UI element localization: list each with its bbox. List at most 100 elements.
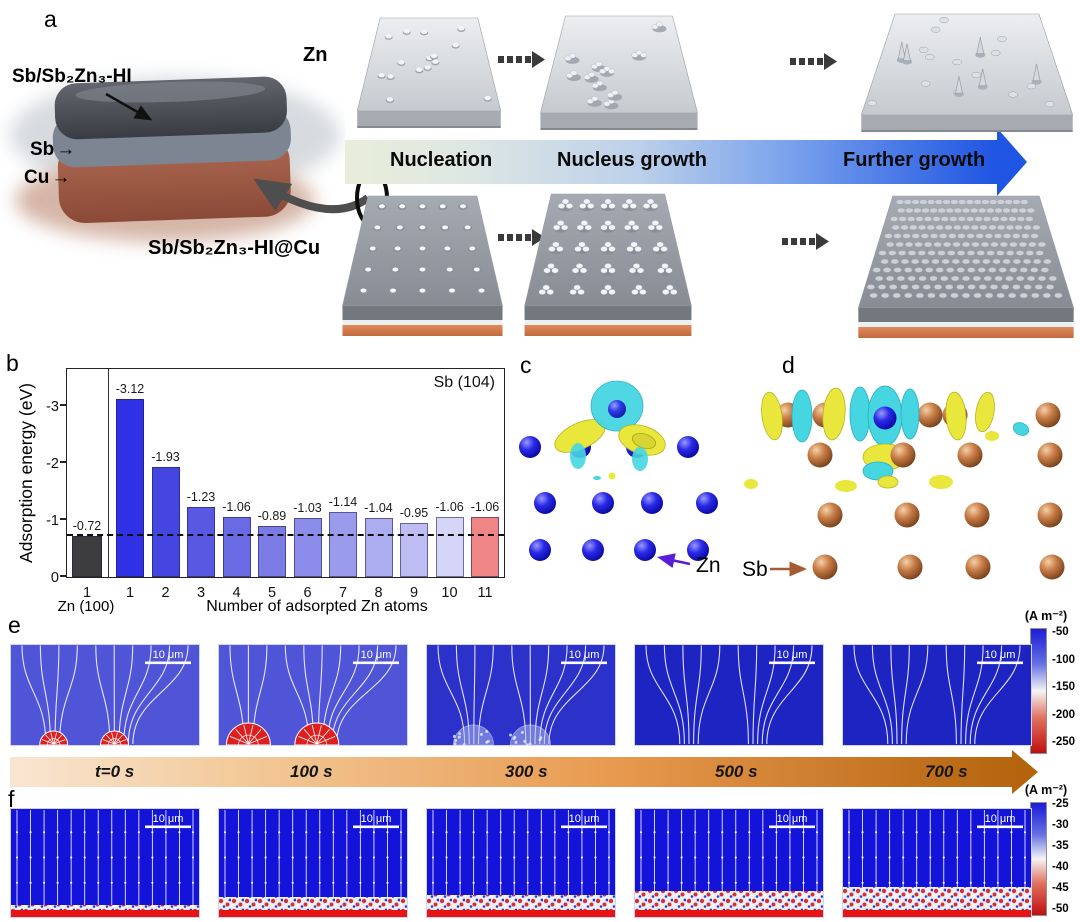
slab-deposits [867, 17, 1055, 108]
x-tick-label: 1 [82, 585, 92, 601]
x-tick-label: 1 [125, 585, 135, 601]
stage-label-further-growth: Further growth [843, 149, 986, 171]
slab-front-gray [342, 306, 503, 320]
streamline [59, 645, 78, 745]
slab-deposits [358, 203, 487, 295]
bar-sb-4 [222, 517, 251, 577]
panel-label-e: e [8, 612, 21, 638]
growth-stage-arrow: Nucleation Nucleus growth Further growth [345, 128, 1027, 196]
slab-top-face [860, 13, 1074, 116]
x-tick-label: 6 [303, 585, 312, 601]
scale-bar: 10 μm [145, 649, 191, 665]
panel-f-sim-5: 10 μm [842, 808, 1032, 918]
charge-isosurface [744, 385, 1030, 492]
slab-front-gray [524, 306, 692, 320]
dissolving-nucleus [452, 724, 495, 746]
slab-top-face [540, 15, 698, 114]
nucleation-bump [39, 730, 69, 746]
streamline [766, 645, 813, 745]
streamline [123, 645, 152, 745]
time-label-100s: 100 s [290, 762, 333, 781]
streamline [761, 645, 795, 745]
nucleation-bump [294, 722, 340, 746]
colorbar-f-title: (A m⁻²) [1024, 783, 1068, 797]
streamline [871, 645, 893, 745]
bar-value-label: -3.12 [115, 382, 145, 396]
dissolving-nucleus [509, 724, 552, 746]
bar-sb-3 [187, 507, 215, 577]
slab-deposits [564, 21, 667, 110]
zn-atom-arrow [657, 553, 691, 568]
streamline [890, 645, 898, 745]
svg-text:10 μm: 10 μm [153, 649, 184, 661]
panel-label-f: f [8, 786, 15, 812]
deposit-layer [219, 897, 407, 910]
y-tick-label: -1 [46, 513, 59, 529]
sb-layer-label: Sb → [30, 139, 75, 161]
streamline [945, 645, 957, 745]
y-tick-label: -3 [46, 399, 59, 415]
x-tick-label: 2 [161, 585, 170, 601]
colorbar-tick-label: -40 [1052, 861, 1069, 873]
time-label-700s: 700 s [925, 762, 968, 781]
slab-front-copper [858, 327, 1074, 338]
zn-atoms-row3 [529, 539, 709, 561]
block-top-sheen [75, 81, 266, 103]
panel-e-sim-4: 10 μm [634, 644, 824, 746]
time-axis-arrowhead [1012, 750, 1038, 794]
x-tick-label: 8 [374, 585, 383, 601]
coating-label: Sb/Sb₂Zn₃-HI [12, 66, 132, 87]
slab-front-face [861, 115, 1073, 130]
chart-plot-area: Sb (104) -0.72 1 -3.12 1 -1.93 2 -1.23 3 -1.06 4 -… [46, 368, 505, 601]
zn-atoms-row1 [519, 436, 699, 458]
cu-slab-further-growth [857, 195, 1075, 338]
panel-e-sim-5: 10 μm [842, 644, 1032, 746]
zn-atom-label: Zn [696, 554, 721, 577]
sb-layer-text: Sb [30, 139, 55, 160]
charge-isosurface [554, 380, 666, 480]
streamline [693, 645, 702, 745]
streamline [21, 645, 47, 745]
panel-f-sim-2: 10 μm [218, 808, 408, 918]
bar-value-label: -1.06 [435, 500, 464, 514]
cu-arrow-glyph: → [51, 167, 71, 188]
zn100-reference-dashed-line [67, 534, 504, 536]
sb-charge-density-model: Sb [742, 385, 1065, 581]
group-separator [108, 369, 109, 577]
x-tick-label: 10 [441, 585, 458, 601]
y-tick-mark [60, 575, 67, 577]
panel-f-sim-3: 10 μm [426, 808, 616, 918]
stage-label-nucleus-growth: Nucleus growth [557, 149, 708, 171]
x-tick-label: 9 [409, 585, 419, 601]
scale-bar: 10 μm [145, 813, 191, 829]
zn-slab-further-growth [860, 13, 1074, 132]
deposit-layer [427, 895, 615, 910]
streamline [331, 645, 379, 745]
bar-value-label: -0.95 [399, 506, 429, 520]
bar-sb-10 [435, 517, 464, 577]
zn100-group-label: Zn (100) [57, 598, 115, 615]
streamline [682, 645, 690, 745]
growth-stage-arrowhead [997, 128, 1027, 196]
streamline [697, 645, 721, 745]
colorbar-tick-label: -200 [1052, 708, 1076, 721]
x-axis-title: Number of adsorpted Zn atoms [206, 598, 428, 615]
streamline [645, 645, 681, 745]
cu-layer-text: Cu [24, 167, 50, 188]
bar-sb-9 [400, 523, 428, 577]
scale-bar: 10 μm [769, 649, 815, 665]
x-tick-label: 11 [477, 585, 493, 601]
electrode-block-schematic [10, 76, 340, 242]
colorbar-tick-label: -100 [1052, 653, 1076, 666]
panel-f-sim-1: 10 μm [10, 808, 200, 918]
deposit-layer [635, 891, 823, 910]
panel-label-c: c [520, 352, 532, 378]
zn-slab-nucleus-growth [540, 15, 698, 130]
slab-front-copper [342, 325, 503, 336]
streamline [853, 645, 889, 745]
svg-text:10 μm: 10 μm [569, 813, 600, 825]
sb-arrow-glyph: → [56, 139, 76, 160]
slab-front-edge [861, 130, 1073, 132]
svg-text:10 μm: 10 μm [985, 813, 1016, 825]
electrode-strip [427, 910, 615, 917]
